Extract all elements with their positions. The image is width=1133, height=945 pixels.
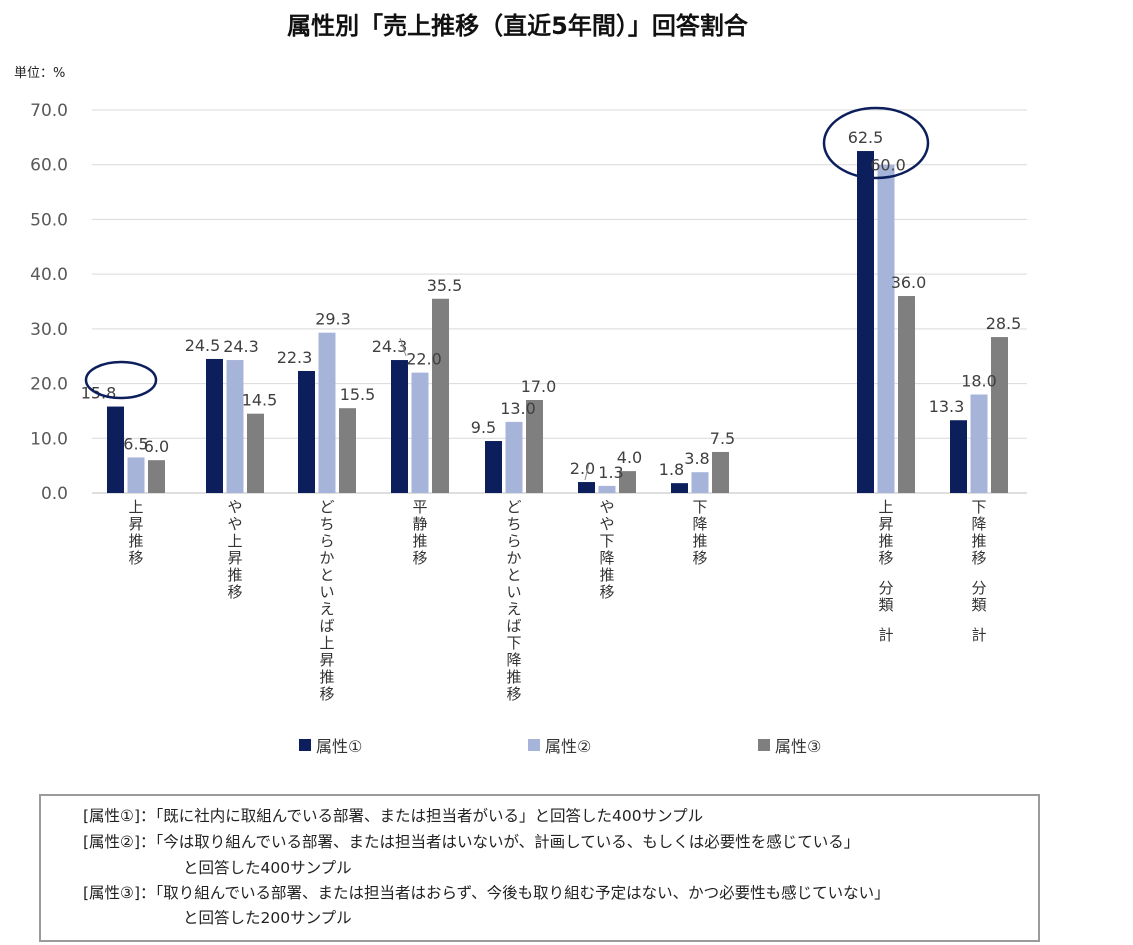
bar [107, 406, 124, 493]
category-label: やや上昇推移 [227, 498, 242, 601]
data-label: 6.0 [144, 437, 169, 456]
data-label: 9.5 [471, 418, 496, 437]
bar [598, 485, 616, 493]
legend-swatch-2 [528, 739, 540, 751]
data-label: 18.0 [961, 372, 997, 391]
category-label: 下降推移 分類 計 [971, 498, 986, 644]
y-tick-label: 50.0 [30, 210, 68, 230]
bar [578, 482, 595, 493]
data-label: 60.0 [870, 156, 906, 175]
annotations [84, 106, 930, 481]
legend-item-2: 属性② [528, 733, 591, 757]
bar [898, 296, 915, 493]
data-label: 17.0 [521, 377, 557, 396]
data-label: 2.0 [570, 459, 595, 478]
bar [526, 399, 543, 493]
y-tick-label: 70.0 [30, 101, 68, 121]
data-label: 28.5 [986, 314, 1022, 333]
data-label: 3.8 [684, 449, 709, 468]
category-label: どちらかといえば上昇推移 [319, 498, 334, 703]
legend-label-1: 属性① [316, 737, 363, 756]
chart-title: 属性別「売上推移（直近5年間）」回答割合 [287, 12, 748, 40]
bars [107, 151, 1008, 494]
bar [206, 358, 223, 493]
bar [950, 420, 967, 493]
bar [247, 413, 264, 493]
category-label: やや下降推移 [599, 498, 614, 601]
category-label: どちらかといえば下降推移 [506, 498, 521, 703]
data-label: 1.3 [598, 463, 623, 482]
bar [391, 360, 408, 493]
highlight-ellipse [84, 360, 158, 400]
data-label: 24.3 [223, 337, 259, 356]
legend-label-3: 属性③ [775, 737, 822, 756]
legend-item-1: 属性① [299, 733, 362, 757]
data-label: 4.0 [617, 448, 642, 467]
bar [411, 372, 429, 493]
unit-label: 単位：% [14, 66, 66, 81]
bar [226, 360, 244, 493]
notes-box: [属性①]：「既に社内に取組んでいる部署、または担当者がいる」と回答した400サ… [39, 794, 1040, 942]
leader-line [584, 463, 590, 481]
y-tick-label: 0.0 [41, 484, 68, 504]
category-label: 平静推移 [412, 498, 427, 567]
data-label: 7.5 [710, 429, 735, 448]
bar [857, 151, 874, 494]
bar [127, 457, 145, 493]
bar-chart: 0.010.020.030.040.050.060.070.0 15.824.5… [30, 101, 1027, 703]
bar [298, 370, 315, 493]
highlight-ellipse [822, 106, 930, 180]
bar [691, 472, 709, 493]
y-tick-label: 60.0 [30, 156, 68, 176]
bar [877, 164, 895, 493]
note-line-1: [属性①]：「既に社内に取組んでいる部署、または担当者がいる」と回答した400サ… [83, 807, 704, 825]
category-label: 上昇推移 分類 計 [878, 498, 893, 644]
legend-item-3: 属性③ [758, 733, 821, 757]
bar [505, 421, 523, 493]
legend-label-2: 属性② [545, 737, 592, 756]
y-tick-label: 10.0 [30, 429, 68, 449]
data-label: 6.5 [123, 434, 148, 453]
category-label: 下降推移 [692, 498, 707, 567]
data-label: 22.0 [406, 350, 442, 369]
y-tick-label: 30.0 [30, 320, 68, 340]
y-tick-label: 20.0 [30, 375, 68, 395]
data-label: 29.3 [315, 310, 351, 329]
y-tick-label: 40.0 [30, 265, 68, 285]
note-line-3: [属性③]：「取り組んでいる部署、または担当者はおらず、今後も取り組む予定はない… [83, 884, 890, 902]
bar [485, 441, 502, 493]
legend-swatch-1 [299, 739, 311, 751]
bar [339, 408, 356, 493]
x-axis-categories: 上昇推移 やや上昇推移 どちらかといえば上昇推移 平静推移 どちらかといえば下降推移 やや… [128, 498, 986, 703]
data-label: 13.3 [929, 397, 965, 416]
bar [712, 451, 729, 493]
bar [432, 298, 449, 493]
data-label: 22.3 [277, 348, 313, 367]
bar [671, 483, 688, 493]
data-label: 1.8 [659, 460, 684, 479]
note-line-3-cont: と回答した200サンプル [183, 909, 352, 927]
data-label: 13.0 [500, 399, 536, 418]
legend-swatch-3 [758, 739, 770, 751]
note-line-2: [属性②]：「今は取り組んでいる部署、または担当者はいないが、計画している、もし… [83, 833, 860, 851]
data-label: 35.5 [427, 276, 463, 295]
data-label: 24.3 [372, 337, 408, 356]
bar [991, 337, 1008, 493]
legend: 属性① 属性② 属性③ [0, 733, 1133, 757]
category-label: 上昇推移 [128, 498, 143, 567]
note-line-2-cont: と回答した400サンプル [183, 859, 352, 877]
leader-line [399, 337, 407, 357]
bar [318, 332, 336, 493]
bar [970, 394, 988, 493]
data-label: 24.5 [185, 336, 221, 355]
data-label: 14.5 [242, 391, 278, 410]
data-label: 15.5 [340, 385, 376, 404]
y-axis-ticks: 0.0 10.0 20.0 30.0 40.0 50.0 60.0 70.0 [30, 101, 68, 504]
data-label: 36.0 [891, 273, 927, 292]
data-label: 62.5 [848, 128, 884, 147]
bar [619, 471, 636, 493]
bar [148, 460, 165, 493]
